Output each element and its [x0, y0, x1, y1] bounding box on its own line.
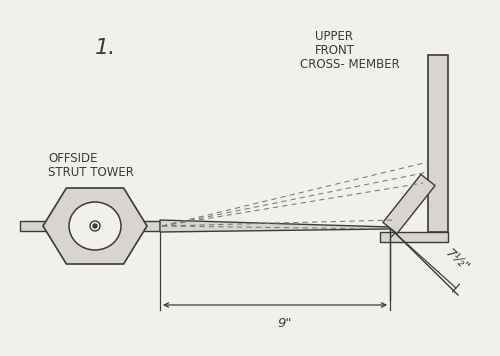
Text: UPPER: UPPER [315, 30, 353, 43]
Circle shape [93, 224, 97, 228]
Circle shape [90, 221, 100, 231]
Text: CROSS- MEMBER: CROSS- MEMBER [300, 58, 400, 71]
Bar [142, 221, 160, 231]
Bar [380, 232, 448, 242]
Polygon shape [43, 188, 147, 264]
Text: OFFSIDE: OFFSIDE [48, 152, 98, 165]
Text: STRUT TOWER: STRUT TOWER [48, 166, 134, 179]
Text: 9": 9" [278, 317, 292, 330]
Ellipse shape [69, 202, 121, 250]
Text: 7½": 7½" [442, 246, 472, 274]
Bar [428, 55, 448, 232]
Polygon shape [383, 174, 435, 234]
Polygon shape [160, 220, 390, 232]
Text: FRONT: FRONT [315, 44, 355, 57]
Bar [20, 221, 48, 231]
Text: 1.: 1. [95, 38, 116, 58]
